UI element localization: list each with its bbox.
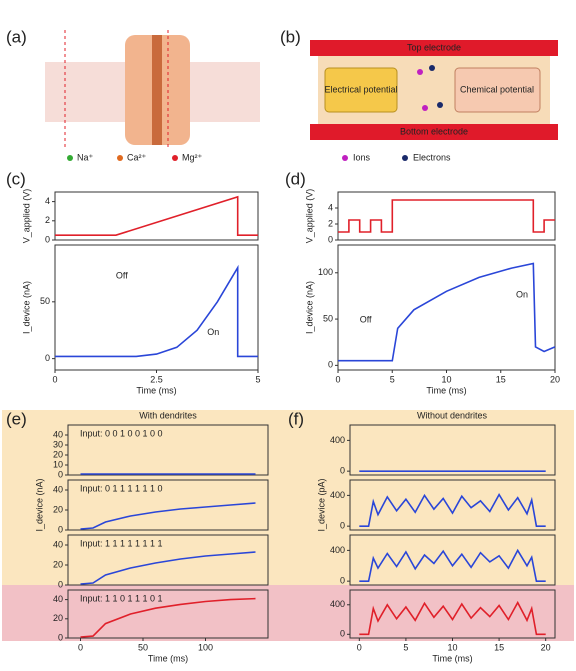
y-tick-label: 30 [53,439,63,449]
y-tick-label: 2 [45,215,50,225]
box-label: Chemical potential [460,84,534,94]
y-tick-label: 400 [330,435,345,445]
x-tick-label: 0 [52,374,57,384]
x-tick-label: 15 [494,642,504,652]
x-tick-label: 15 [496,374,506,384]
y-axis-label: I_device (nA) [34,478,44,531]
y-tick-label: 40 [53,484,63,494]
figure: (a) Na⁺ Ca²⁺ Mg²⁺ (b) Top electrode Bott… [0,0,576,666]
y-tick-label: 2 [328,218,333,228]
x-tick-label: 0 [335,374,340,384]
electrode-label: Bottom electrode [400,126,468,136]
y-tick-label: 4 [45,196,50,206]
x-axis-label: Time (ms) [432,653,472,663]
legend-label: Mg²⁺ [182,152,202,162]
y-tick-label: 40 [53,429,63,439]
y-tick-label: 50 [40,296,50,306]
y-tick-label: 0 [340,466,345,476]
y-tick-label: 0 [340,521,345,531]
annotation: Input: 0 0 1 0 0 1 0 0 [80,428,163,438]
y-tick-label: 20 [53,613,63,623]
y-tick-label: 0 [58,579,63,589]
panel-label: (b) [280,27,301,46]
x-tick-label: 20 [541,642,551,652]
x-axis-label: Time (ms) [426,385,466,395]
legend-label: Ca²⁺ [127,152,147,162]
y-tick-label: 400 [330,490,345,500]
y-tick-label: 50 [323,313,333,323]
y-tick-label: 40 [53,539,63,549]
x-tick-label: 20 [550,374,560,384]
y-tick-label: 400 [330,545,345,555]
x-tick-label: 10 [441,374,451,384]
y-tick-label: 10 [53,459,63,469]
y-tick-label: 400 [330,599,345,609]
y-tick-label: 0 [328,360,333,370]
annotation: Off [116,271,128,281]
annotation: On [207,327,219,337]
annotation: Input: 1 1 0 1 1 1 0 1 [80,593,163,603]
y-tick-label: 0 [328,234,333,244]
y-axis-label: V_applied (V) [21,189,31,244]
x-tick-label: 0 [357,642,362,652]
x-tick-label: 0 [78,642,83,652]
y-axis-label: V_applied (V) [304,189,314,244]
legend-label: Na⁺ [77,152,94,162]
panel-label: (d) [285,169,306,188]
y-tick-label: 0 [340,629,345,639]
y-tick-label: 0 [58,524,63,534]
y-tick-label: 0 [58,469,63,479]
y-axis-label: I_device (nA) [21,281,31,334]
x-tick-label: 5 [390,374,395,384]
y-tick-label: 0 [45,353,50,363]
annotation: Off [360,314,372,324]
electrode-label: Top electrode [407,42,461,52]
panel-label: (e) [6,409,27,428]
annotation: Input: 0 1 1 1 1 1 1 0 [80,483,163,493]
legend-label: Electrons [413,152,451,162]
x-tick-label: 10 [447,642,457,652]
x-axis-label: Time (ms) [148,653,188,663]
panel-title: Without dendrites [417,410,488,420]
panel-label: (c) [6,169,26,188]
panel-title: With dendrites [139,410,197,420]
annotation: On [516,289,528,299]
box-label: Electrical potential [324,84,397,94]
y-tick-label: 20 [53,504,63,514]
x-tick-label: 2.5 [150,374,163,384]
y-tick-label: 4 [328,202,333,212]
x-tick-label: 5 [255,374,260,384]
legend-label: Ions [353,152,371,162]
panel-label: (f) [288,409,304,428]
y-tick-label: 20 [53,449,63,459]
y-tick-label: 20 [53,559,63,569]
x-tick-label: 100 [198,642,213,652]
annotation: Input: 1 1 1 1 1 1 1 1 [80,538,163,548]
x-tick-label: 5 [403,642,408,652]
y-tick-label: 0 [58,632,63,642]
y-tick-label: 40 [53,594,63,604]
panel-label: (a) [6,27,27,46]
y-axis-label: I_device (pA) [316,478,326,531]
y-tick-label: 0 [340,576,345,586]
x-tick-label: 50 [138,642,148,652]
y-axis-label: I_device (nA) [304,281,314,334]
y-tick-label: 0 [45,234,50,244]
x-axis-label: Time (ms) [136,385,176,395]
y-tick-label: 100 [318,267,333,277]
